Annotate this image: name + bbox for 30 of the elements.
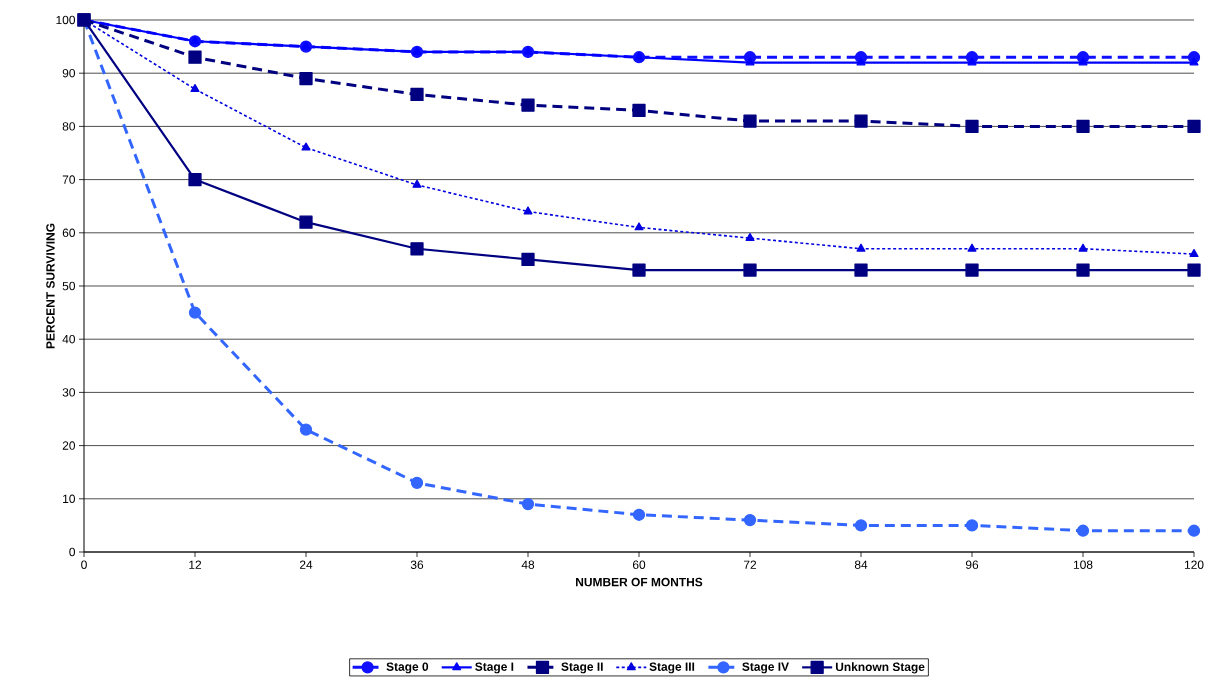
legend-label: Stage I xyxy=(475,662,514,674)
x-tick-label: 36 xyxy=(410,560,424,569)
x-tick-label: 60 xyxy=(632,560,646,569)
x-tick-label: 48 xyxy=(521,560,535,569)
y-tick-label: 100 xyxy=(56,15,76,25)
y-axis-title: PERCENT SURVIVING xyxy=(46,223,55,349)
y-tick-label: 90 xyxy=(62,68,76,78)
y-tick-label: 30 xyxy=(62,388,76,397)
legend-label: Unknown Stage xyxy=(835,662,925,674)
y-tick-label: 0 xyxy=(69,547,76,557)
legend-label: Stage II xyxy=(561,662,603,674)
x-tick-label: 24 xyxy=(299,560,313,569)
legend-label: Stage IV xyxy=(742,662,789,674)
y-tick-label: 20 xyxy=(62,441,76,450)
x-tick-label: 12 xyxy=(189,560,202,569)
y-tick-label: 80 xyxy=(62,122,76,131)
x-tick-label: 84 xyxy=(854,560,868,569)
x-axis-title: NUMBER OF MONTHS xyxy=(576,577,703,587)
y-tick-label: 60 xyxy=(62,228,76,238)
y-tick-label: 10 xyxy=(63,494,76,504)
x-tick-label: 96 xyxy=(965,560,979,569)
x-tick-label: 0 xyxy=(81,560,87,569)
legend-label: Stage III xyxy=(649,662,695,674)
legend-label: Stage 0 xyxy=(386,662,429,674)
x-tick-label: 72 xyxy=(743,560,757,569)
y-tick-label: 70 xyxy=(62,175,76,184)
y-tick-label: 50 xyxy=(62,281,76,291)
y-tick-label: 40 xyxy=(62,334,76,344)
x-tick-label: 108 xyxy=(1073,560,1093,569)
x-tick-label: 120 xyxy=(1184,560,1204,569)
